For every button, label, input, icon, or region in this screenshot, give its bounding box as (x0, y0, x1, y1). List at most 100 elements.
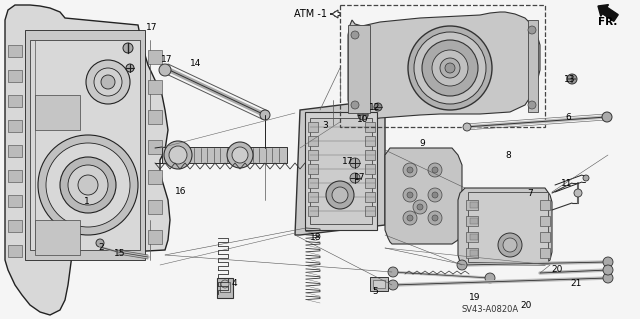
Text: 17: 17 (147, 24, 157, 33)
Bar (308, 122, 318, 132)
Circle shape (403, 163, 417, 177)
Bar (8, 195, 22, 207)
Circle shape (46, 143, 130, 227)
Bar (466, 216, 478, 226)
Text: 21: 21 (570, 279, 582, 288)
Circle shape (463, 123, 471, 131)
Circle shape (407, 215, 413, 221)
Bar (8, 245, 22, 257)
Text: 12: 12 (369, 103, 381, 113)
Bar (8, 145, 22, 157)
Circle shape (68, 165, 108, 205)
Bar (540, 232, 550, 242)
Circle shape (126, 64, 134, 72)
Text: 5: 5 (372, 287, 378, 296)
Bar (30, 40, 140, 250)
Bar (220, 282, 230, 292)
Circle shape (528, 26, 536, 34)
Bar (365, 136, 375, 146)
Polygon shape (458, 188, 552, 265)
Text: 17: 17 (161, 56, 173, 64)
Bar (470, 250, 478, 256)
Circle shape (332, 187, 348, 203)
Bar (540, 248, 550, 258)
Bar (8, 170, 22, 182)
Circle shape (86, 60, 130, 104)
Circle shape (574, 189, 582, 197)
Bar (348, 25, 370, 113)
Text: 6: 6 (565, 114, 571, 122)
Circle shape (414, 32, 486, 104)
Text: 8: 8 (505, 152, 511, 160)
Bar (148, 50, 162, 64)
Circle shape (78, 175, 98, 195)
Circle shape (432, 50, 468, 86)
FancyArrow shape (330, 11, 340, 17)
Circle shape (603, 273, 613, 283)
Bar (308, 136, 318, 146)
Circle shape (432, 192, 438, 198)
Circle shape (351, 101, 359, 109)
Circle shape (123, 43, 133, 53)
Circle shape (350, 173, 360, 183)
Polygon shape (385, 148, 462, 244)
Text: 20: 20 (520, 301, 532, 310)
Circle shape (603, 265, 613, 275)
Circle shape (350, 158, 360, 168)
Bar (308, 164, 318, 174)
Circle shape (403, 211, 417, 225)
Bar (310, 118, 372, 224)
Text: 2: 2 (98, 243, 104, 253)
Bar (365, 192, 375, 202)
Polygon shape (348, 12, 540, 122)
Text: FR.: FR. (598, 17, 618, 27)
Bar (35, 95, 80, 130)
Circle shape (96, 239, 104, 247)
Circle shape (407, 192, 413, 198)
FancyArrow shape (598, 4, 618, 21)
Circle shape (408, 26, 492, 110)
Bar (35, 220, 80, 255)
Bar (466, 232, 478, 242)
Polygon shape (295, 100, 385, 235)
Bar (370, 277, 388, 291)
Circle shape (413, 200, 427, 214)
Circle shape (428, 163, 442, 177)
Bar (540, 200, 550, 210)
Circle shape (440, 58, 460, 78)
Bar (8, 45, 22, 57)
Bar (470, 202, 478, 208)
Bar (148, 80, 162, 94)
Text: 7: 7 (527, 189, 533, 197)
Circle shape (403, 188, 417, 202)
Bar (540, 216, 550, 226)
Bar (25, 30, 145, 260)
Text: 18: 18 (310, 233, 322, 241)
Bar (148, 110, 162, 124)
Text: 14: 14 (190, 58, 202, 68)
Circle shape (260, 110, 270, 120)
Circle shape (227, 142, 253, 168)
Bar (162, 147, 287, 163)
Circle shape (101, 75, 115, 89)
Circle shape (422, 40, 478, 96)
Circle shape (417, 204, 423, 210)
Bar (308, 178, 318, 188)
Bar (365, 122, 375, 132)
Circle shape (407, 167, 413, 173)
Circle shape (94, 68, 122, 96)
Bar (468, 192, 548, 262)
Bar (308, 206, 318, 216)
Text: 11: 11 (561, 179, 573, 188)
Circle shape (326, 181, 354, 209)
Bar (148, 170, 162, 184)
Bar (470, 234, 478, 240)
Circle shape (567, 74, 577, 84)
Circle shape (432, 215, 438, 221)
Circle shape (388, 280, 398, 290)
Circle shape (159, 64, 171, 76)
Bar (217, 278, 233, 298)
FancyArrow shape (332, 10, 340, 18)
Circle shape (60, 157, 116, 213)
Circle shape (428, 211, 442, 225)
